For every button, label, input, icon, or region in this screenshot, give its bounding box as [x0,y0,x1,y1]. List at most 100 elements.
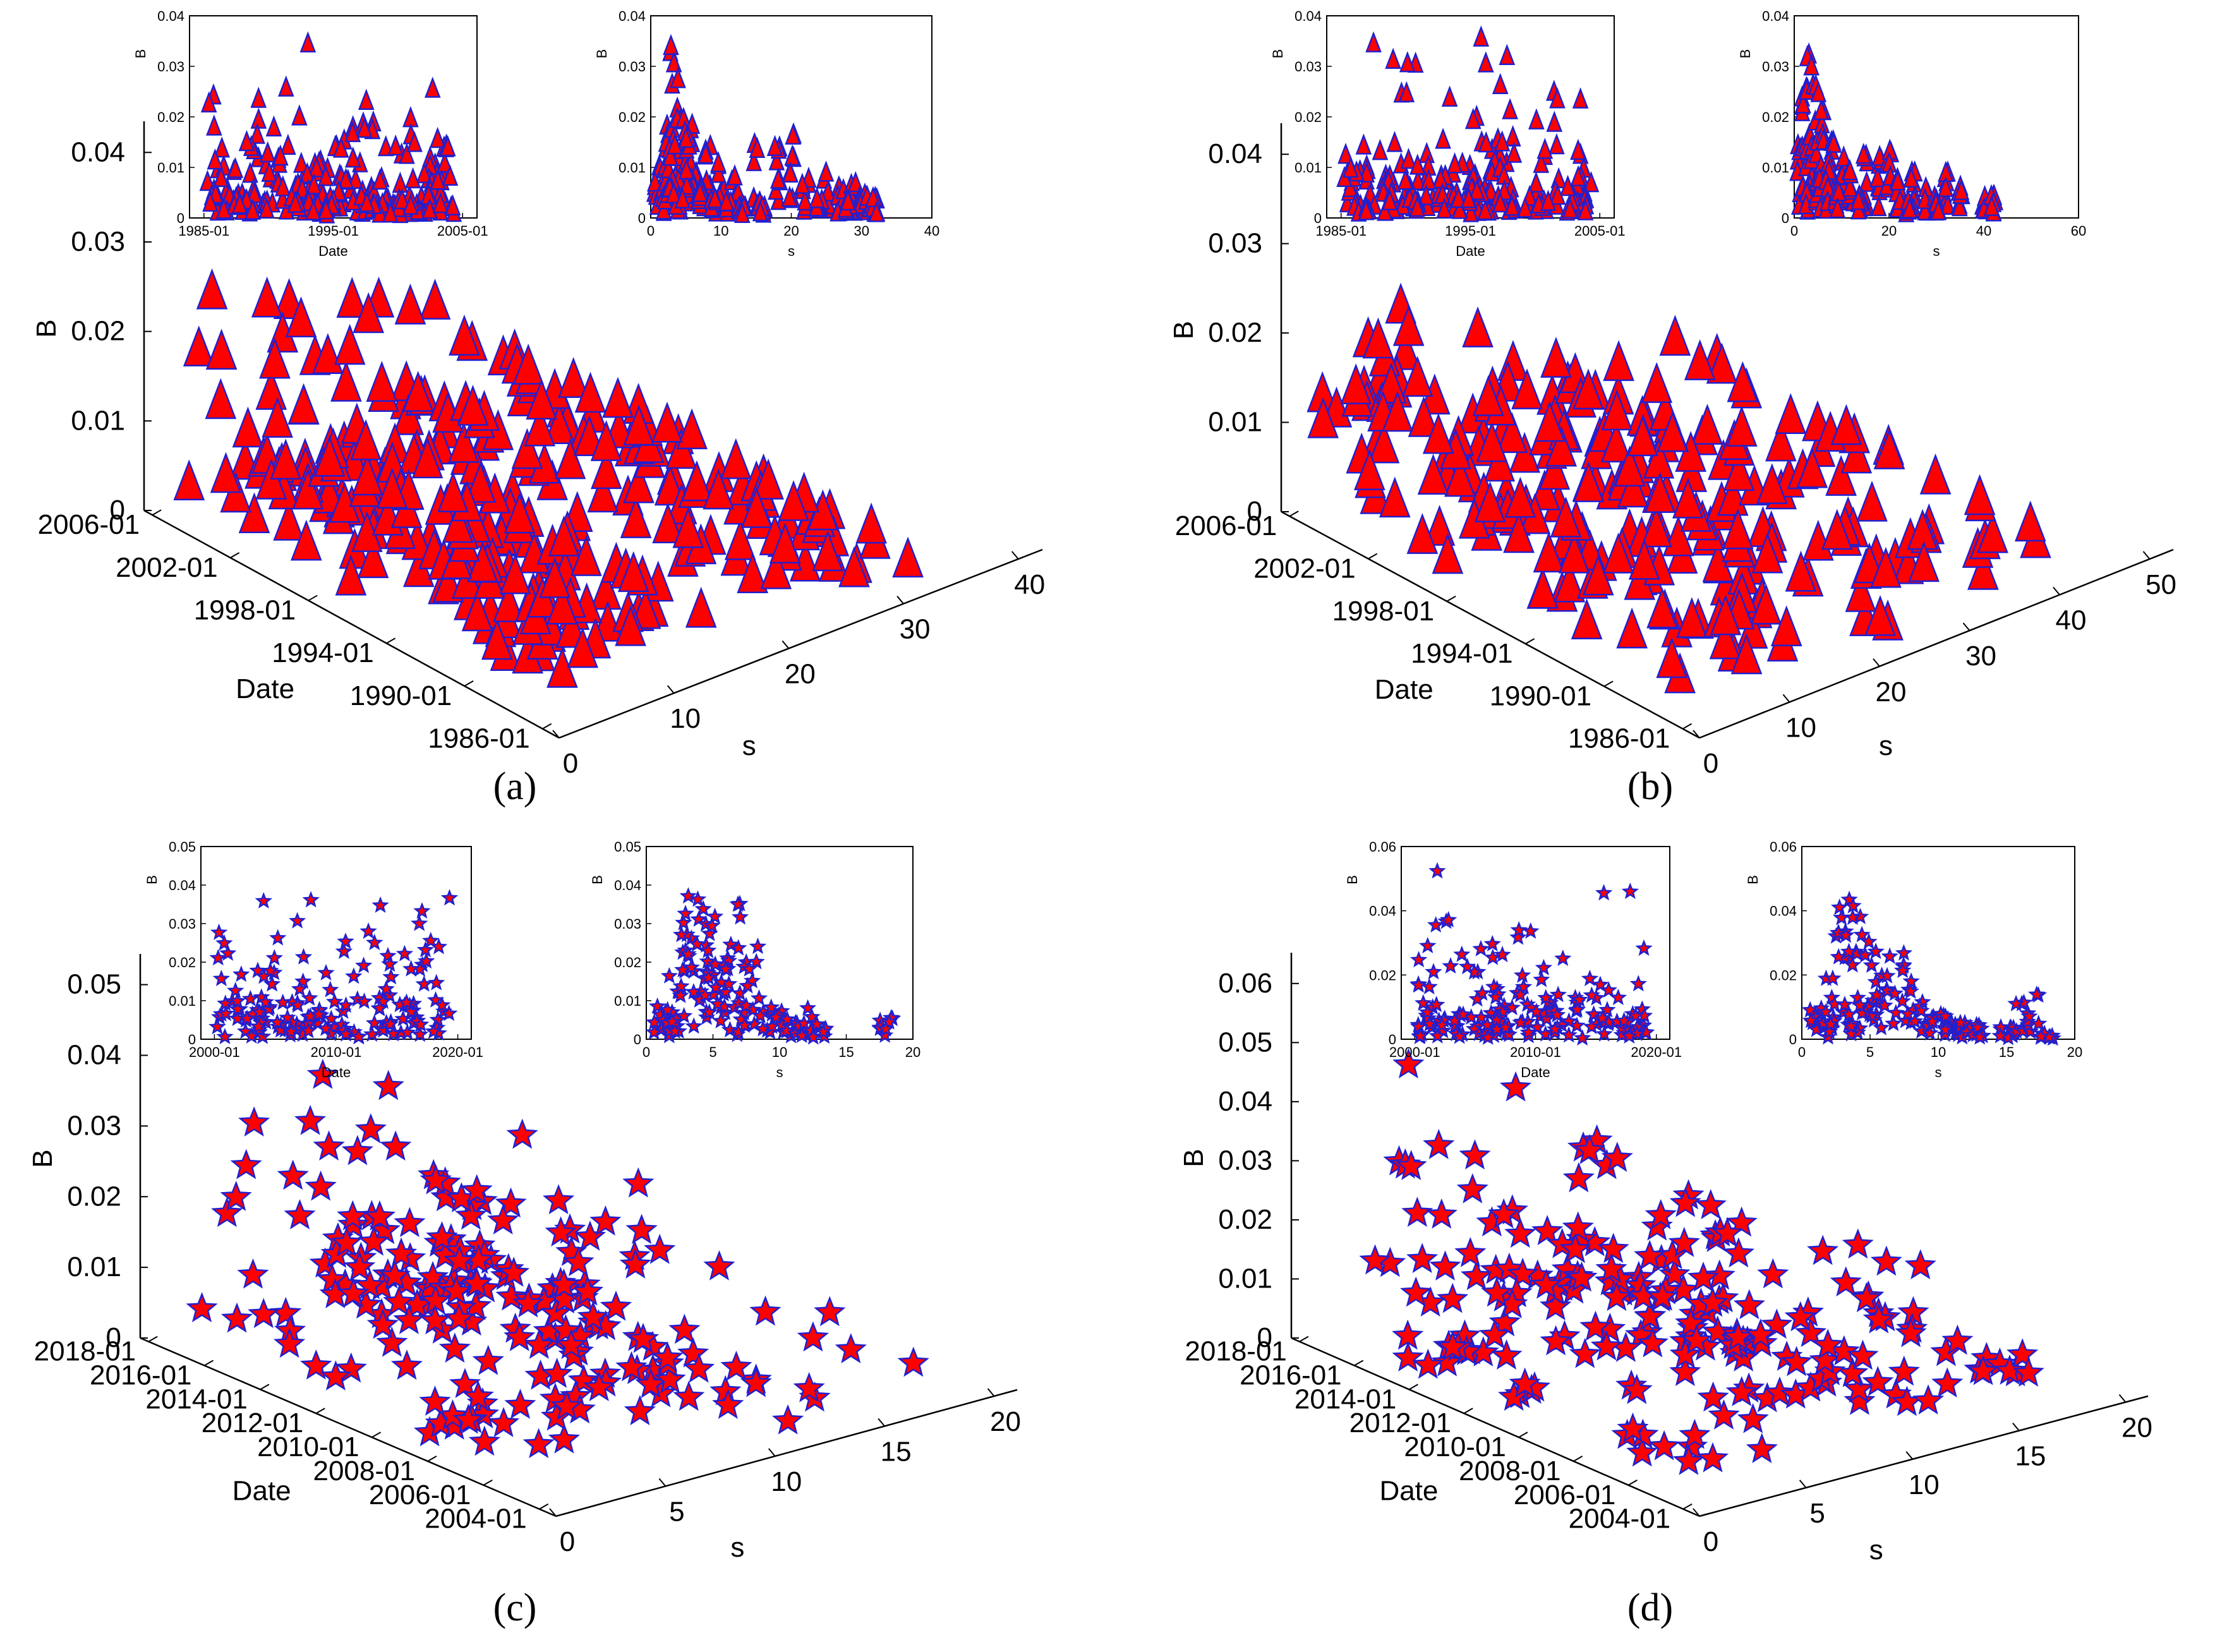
inset-x-tick-label: 30 [854,223,869,239]
data-point [838,546,870,588]
data-point [230,1149,262,1179]
data-point [1837,926,1855,943]
data-point [232,406,264,448]
inset-y-title: B [144,875,160,884]
data-point [1573,1028,1591,1046]
data-point [210,923,228,940]
data-point [1617,466,1649,508]
data-point [511,428,543,469]
data-point [1722,508,1754,550]
data-point [678,158,695,180]
data-point [1893,962,1912,979]
data-point [313,435,346,477]
data-point [620,497,652,538]
data-point [716,982,735,1000]
data-point [1902,982,1919,999]
data-point [1941,1324,1974,1355]
inset-s-plot: 0 0.01 0.02 0.03 0.04 0 10 20 30 40 s B [594,8,939,259]
data-point [1450,186,1467,208]
inset-y-tick-label: 0 [177,210,184,226]
data-point [1392,1319,1424,1350]
data-point [1476,421,1508,462]
data-point [1969,1018,1986,1035]
data-point [1824,969,1842,986]
data-point [394,1207,426,1238]
inset-points [646,33,886,224]
data-point [350,419,382,461]
data-point [1821,509,1853,550]
data-point [1409,154,1426,175]
data-point [541,1358,573,1388]
data-point [1342,176,1358,198]
inset-x-title: s [788,243,795,259]
data-point [718,190,735,212]
data-point [1991,1027,2009,1044]
data-point [1923,1012,1941,1030]
data-point [644,1233,676,1264]
date-tick-label: 2010-01 [1404,1432,1506,1462]
inset-y-title: B [1745,875,1761,884]
data-point [1658,1258,1691,1289]
inset-y-tick-label: 0.05 [169,839,196,855]
data-point [200,91,217,113]
data-point [1340,363,1372,405]
data-point [1830,924,1847,941]
data-point [1628,1024,1646,1041]
data-point [1684,339,1716,380]
data-point [672,507,704,548]
data-point [1903,166,1919,188]
data-point [512,343,545,385]
b-tick-label: 0.02 [67,1181,121,1212]
data-point [623,462,655,503]
data-point [219,944,237,961]
data-point [1873,428,1905,469]
data-point [259,141,276,162]
data-point [1446,152,1463,174]
data-point [1571,598,1603,640]
data-point [1902,972,1920,989]
data-point [238,492,270,534]
data-point [1540,1290,1572,1321]
date-tick [1682,1503,1693,1510]
data-point [1634,1239,1666,1270]
data-point [322,1010,340,1027]
inset-y-tick-label: 0.04 [619,8,646,24]
data-point [2032,1027,2050,1044]
chart-panel-d: 00.010.020.030.040.050.062004-012006-012… [1178,839,2152,1629]
data-point [1472,375,1504,416]
s-tick-label: 15 [881,1437,912,1468]
data-point [1696,1286,1729,1317]
data-point [220,1181,252,1211]
data-point [1522,922,1540,939]
s-axis-title: s [742,730,756,761]
data-point [557,357,589,398]
inset-s-plot: 0 0.01 0.02 0.03 0.04 0.05 0 5 10 15 20 s B [589,839,920,1080]
data-point [689,890,707,907]
data-point [377,980,395,997]
data-point [1579,1310,1612,1341]
data-point [1906,1012,1924,1029]
inset-x-tick-label: 15 [838,1044,854,1060]
inset-x-tick-label: 2010-01 [311,1044,362,1060]
data-point [574,1221,607,1251]
data-point [729,895,747,912]
b-axis-title: B [1178,1149,1209,1167]
data-point [1528,1003,1545,1020]
data-point [1615,1011,1633,1028]
data-point [1595,1025,1613,1042]
data-point [1636,1327,1669,1358]
data-point [1936,1007,1955,1024]
data-point [1498,1380,1530,1411]
data-point [345,967,363,984]
inset-x-title: Date [1456,243,1485,259]
inset-x-tick-label: 2010-01 [1510,1044,1561,1060]
data-point [208,1018,226,1035]
inset-y-tick-label: 0.04 [1770,903,1797,919]
data-point [619,1248,651,1279]
data-point [394,283,426,325]
b-axis-title: B [27,1149,58,1167]
b-tick-label: 0 [110,495,125,526]
data-point [2028,985,2046,1003]
data-point [1584,1005,1603,1022]
date-tick-label: 1998-01 [194,595,296,626]
